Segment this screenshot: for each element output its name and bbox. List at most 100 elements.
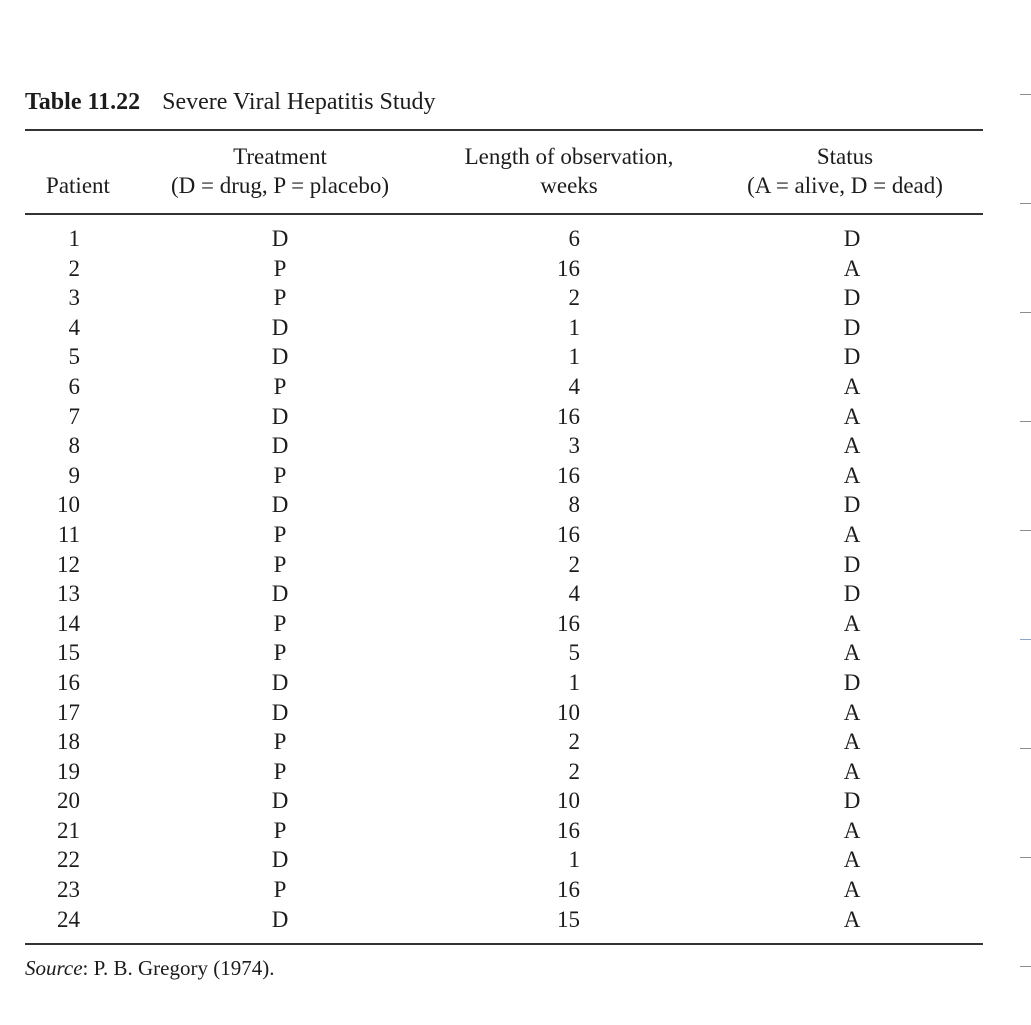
header-treatment-line2: (D = drug, P = placebo)	[171, 173, 389, 198]
cell-status: D	[843, 226, 861, 251]
table-row: 12 P 2 D	[0, 550, 1031, 580]
cell-status: D	[843, 314, 861, 340]
cell-status: A	[843, 255, 861, 281]
cell-patient: 2	[68, 255, 81, 281]
cell-length: 16	[557, 817, 580, 843]
table-row: 20 D 10 D	[0, 786, 1031, 816]
table-row: 15 P 5 A	[0, 638, 1031, 668]
cell-patient: 24	[57, 906, 80, 932]
cell-patient: 14	[57, 610, 80, 636]
cell-patient: 13	[57, 581, 80, 607]
cell-status: A	[843, 373, 861, 399]
cell-treatment: P	[273, 285, 287, 311]
table-row: 13 D 4 D	[0, 579, 1031, 609]
cell-length: 16	[557, 877, 580, 903]
cell-length: 16	[557, 255, 580, 281]
cell-status: A	[843, 403, 861, 429]
table-row: 24 D 15 A	[0, 905, 1031, 935]
table-row: 3 P 2 D	[0, 283, 1031, 313]
cell-length: 10	[557, 699, 580, 725]
cell-status: A	[843, 521, 861, 547]
cell-status: D	[843, 581, 861, 607]
cell-status: D	[843, 669, 861, 695]
cell-length: 2	[568, 551, 581, 577]
cell-patient: 23	[57, 877, 80, 903]
cell-status: A	[843, 817, 861, 843]
cell-patient: 19	[57, 758, 80, 784]
cell-treatment: D	[271, 847, 289, 873]
cell-length: 2	[568, 285, 581, 311]
cell-treatment: D	[271, 344, 289, 370]
cell-status: A	[843, 640, 861, 666]
table-row: 21 P 16 A	[0, 816, 1031, 846]
table-row: 23 P 16 A	[0, 875, 1031, 905]
table-body: 1 D 6 D 2 P 16 A 3 P 2 D 4 D 1 D 5 D 1 D 6 P 4 A 7 D 16 A 8 D 3 A 9 P 16 A 1…	[0, 224, 1031, 934]
table-row: 9 P 16 A	[0, 461, 1031, 491]
table-row: 10 D 8 D	[0, 490, 1031, 520]
cell-patient: 1	[68, 226, 81, 251]
cell-length: 1	[568, 344, 581, 370]
cell-length: 15	[557, 906, 580, 932]
header-status-line1: Status	[816, 144, 874, 169]
cell-patient: 18	[57, 729, 80, 755]
edge-tick-mark	[1020, 966, 1031, 967]
cell-treatment: P	[273, 877, 287, 903]
table-bottom-rule	[25, 943, 983, 945]
edge-tick-mark	[1020, 639, 1031, 640]
cell-length: 4	[568, 373, 581, 399]
table-caption: Table 11.22 Severe Viral Hepatitis Study	[25, 89, 436, 116]
cell-status: A	[843, 462, 861, 488]
table-title: Severe Viral Hepatitis Study	[162, 89, 436, 115]
cell-treatment: P	[273, 373, 287, 399]
cell-patient: 16	[57, 669, 80, 695]
cell-patient: 11	[57, 521, 80, 547]
header-treatment-line1: Treatment	[233, 144, 327, 169]
cell-status: A	[843, 758, 861, 784]
cell-length: 16	[557, 521, 580, 547]
cell-treatment: D	[271, 669, 289, 695]
cell-length: 3	[568, 433, 581, 459]
table-row: 1 D 6 D	[0, 224, 1031, 254]
cell-length: 16	[557, 462, 580, 488]
cell-status: A	[843, 699, 861, 725]
header-length: Length of observation, weeks	[435, 142, 703, 200]
cell-status: D	[843, 285, 861, 311]
cell-patient: 12	[57, 551, 80, 577]
cell-treatment: D	[271, 226, 289, 251]
cell-treatment: P	[273, 521, 287, 547]
edge-tick-mark	[1020, 857, 1031, 858]
cell-status: A	[843, 729, 861, 755]
edge-tick-mark	[1020, 312, 1031, 313]
cell-treatment: D	[271, 699, 289, 725]
cell-patient: 22	[57, 847, 80, 873]
cell-status: D	[843, 788, 861, 814]
table-row: 19 P 2 A	[0, 757, 1031, 787]
header-patient-label: Patient	[46, 173, 110, 198]
source-text: : P. B. Gregory (1974).	[82, 956, 275, 980]
cell-length: 8	[568, 492, 581, 518]
cell-patient: 4	[68, 314, 81, 340]
cell-treatment: D	[271, 314, 289, 340]
edge-tick-mark	[1020, 748, 1031, 749]
cell-status: A	[843, 610, 861, 636]
cell-treatment: D	[271, 788, 289, 814]
cell-length: 1	[568, 314, 581, 340]
source-label: Source	[25, 956, 83, 980]
cell-patient: 15	[57, 640, 80, 666]
cell-treatment: P	[273, 729, 287, 755]
table-row: 16 D 1 D	[0, 668, 1031, 698]
table-row: 18 P 2 A	[0, 727, 1031, 757]
header-status-line2: (A = alive, D = dead)	[747, 173, 943, 198]
cell-patient: 6	[68, 373, 81, 399]
cell-treatment: D	[271, 433, 289, 459]
cell-length: 2	[568, 758, 581, 784]
cell-length: 5	[568, 640, 581, 666]
source-note: Source: P. B. Gregory (1974).	[25, 956, 274, 981]
edge-tick-mark	[1020, 94, 1031, 95]
edge-tick-mark	[1020, 203, 1031, 204]
cell-status: D	[843, 551, 861, 577]
cell-status: A	[843, 906, 861, 932]
cell-patient: 17	[57, 699, 80, 725]
cell-length: 16	[557, 403, 580, 429]
cell-patient: 21	[57, 817, 80, 843]
